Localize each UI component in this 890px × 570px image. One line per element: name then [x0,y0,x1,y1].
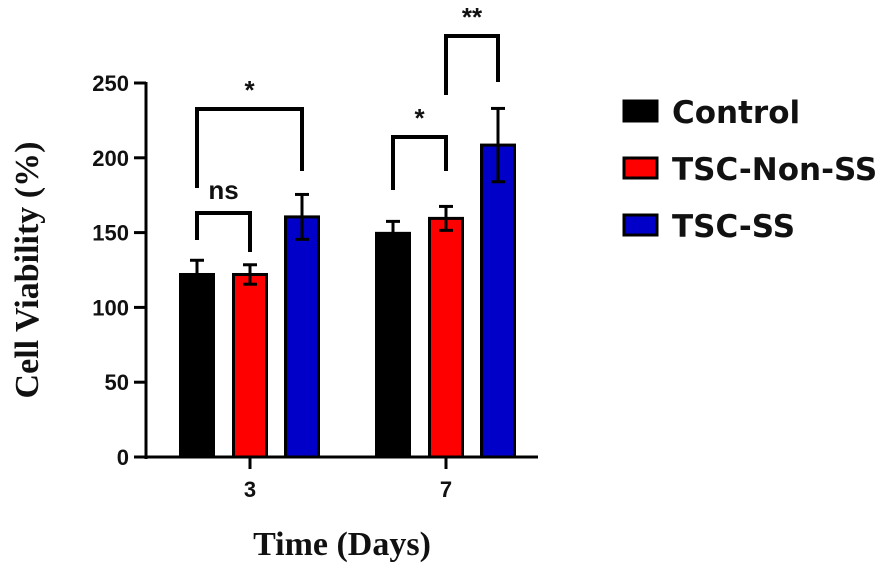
y-tick-label: 250 [92,71,129,96]
legend-swatch-control [622,99,659,123]
legend-swatch-tsc-non-ss [622,156,659,180]
significance-label: ns [208,175,238,205]
y-tick-label: 200 [92,146,129,171]
significance-bracket [444,34,500,95]
legend-label: TSC-SS [672,209,795,245]
legend-label: Control [672,95,800,131]
significance-label: * [244,75,255,105]
significance-bracket [391,135,448,190]
y-tick-label: 50 [105,370,129,395]
x-axis-title: Time (Days) [253,526,431,563]
significance-label: * [414,103,425,133]
significance-bracket [195,107,304,188]
y-tick-label: 0 [117,445,129,470]
bar-control [375,231,411,459]
bar-tsc-non-ss [232,272,268,459]
x-tick-label: 7 [440,477,452,502]
bar-tsc-ss [480,143,516,459]
significance-label: ** [462,2,483,32]
significance-bracket [195,211,252,252]
legend-label: TSC-Non-SS [672,152,877,188]
legend-swatch-tsc-ss [622,213,659,237]
bar-tsc-non-ss [428,216,464,459]
legend: Control TSC-Non-SS TSC-SS [622,95,877,245]
bars [179,106,516,459]
y-axis-title: Cell Viability (%) [9,142,46,399]
bar-tsc-ss [284,215,320,459]
significance-brackets: ns**** [195,2,500,252]
bar-control [179,272,215,459]
y-tick-label: 100 [92,295,129,320]
y-tick-label: 150 [92,221,129,246]
x-tick-label: 3 [244,477,256,502]
